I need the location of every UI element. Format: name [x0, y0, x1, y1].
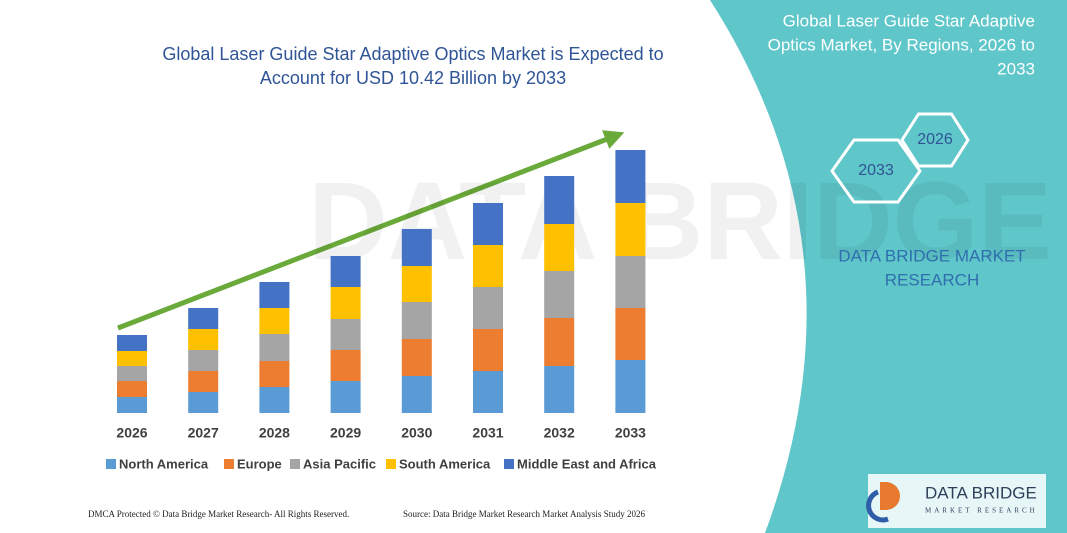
logo-icon — [866, 489, 889, 523]
legend-label: Europe — [237, 456, 282, 471]
panel-title: Optics Market, By Regions, 2026 to — [768, 35, 1035, 54]
bar-segment — [544, 224, 575, 271]
bar-segment — [188, 371, 219, 392]
panel-brand: RESEARCH — [885, 270, 979, 289]
logo-name: DATA BRIDGE — [925, 483, 1037, 502]
bar-segment — [117, 335, 147, 351]
x-tick-label: 2031 — [472, 425, 503, 441]
x-tick-label: 2033 — [615, 425, 646, 441]
legend-label: North America — [119, 456, 209, 471]
bar-segment — [259, 387, 290, 413]
bar-segment — [615, 150, 646, 203]
bar-segment — [259, 282, 290, 308]
bar-segment — [117, 351, 147, 366]
legend-swatch — [290, 459, 300, 469]
bar-segment — [401, 229, 432, 266]
side-panel — [710, 0, 1067, 533]
bar-segment — [330, 287, 361, 319]
bar-segment — [473, 329, 503, 371]
chart-title: Global Laser Guide Star Adaptive Optics … — [162, 44, 663, 64]
bar-segment — [473, 203, 503, 245]
bar-segment — [544, 318, 575, 366]
bar-segment — [330, 256, 361, 287]
bar-segment — [401, 376, 432, 413]
bar-segment — [401, 302, 432, 339]
panel-brand: DATA BRIDGE MARKET — [838, 246, 1025, 265]
bar-segment — [544, 176, 575, 224]
hexagon-label: 2026 — [917, 131, 953, 148]
bar-segment — [473, 287, 503, 329]
watermark: DATA BRIDGE — [308, 160, 1051, 283]
bar-segment — [117, 381, 147, 397]
bar-segment — [544, 271, 575, 318]
hexagon-label: 2033 — [858, 162, 894, 179]
bar-segment — [615, 308, 646, 360]
hexagon — [900, 112, 970, 168]
bar-segment — [117, 397, 147, 413]
bar-segment — [259, 361, 290, 387]
bar-segment — [188, 392, 219, 413]
bar-segment — [259, 308, 290, 334]
bar-segment — [473, 371, 503, 413]
logo-tagline: MARKET RESEARCH — [925, 507, 1038, 515]
bar-segment — [330, 319, 361, 350]
legend-label: South America — [399, 456, 491, 471]
bar-segment — [259, 334, 290, 361]
bar-segment — [188, 308, 219, 329]
bar-segment — [401, 266, 432, 302]
bar-segment — [188, 350, 219, 371]
x-tick-label: 2032 — [544, 425, 575, 441]
bar-segment — [615, 360, 646, 413]
x-tick-label: 2028 — [259, 425, 290, 441]
bar-segment — [401, 339, 432, 376]
legend-swatch — [224, 459, 234, 469]
bar-segment — [544, 366, 575, 413]
bar-segment — [117, 366, 147, 381]
x-tick-label: 2026 — [116, 425, 147, 441]
legend-label: Asia Pacific — [303, 456, 376, 471]
logo-icon — [880, 482, 900, 510]
panel-title: 2033 — [997, 59, 1035, 78]
footer-left: DMCA Protected © Data Bridge Market Rese… — [88, 509, 349, 519]
x-tick-label: 2029 — [330, 425, 361, 441]
x-tick-label: 2027 — [188, 425, 219, 441]
bar-segment — [615, 256, 646, 308]
bar-segment — [188, 329, 219, 350]
legend-swatch — [504, 459, 514, 469]
chart-title: Account for USD 10.42 Billion by 2033 — [260, 68, 566, 88]
bar-segment — [473, 245, 503, 287]
footer-right: Source: Data Bridge Market Research Mark… — [403, 509, 645, 519]
panel-title: Global Laser Guide Star Adaptive — [783, 11, 1035, 30]
growth-arrow — [117, 130, 625, 331]
hexagon — [830, 138, 922, 204]
legend-label: Middle East and Africa — [517, 456, 657, 471]
bar-segment — [330, 350, 361, 381]
x-tick-label: 2030 — [401, 425, 432, 441]
bar-segment — [330, 381, 361, 413]
legend-swatch — [106, 459, 116, 469]
bar-segment — [615, 203, 646, 256]
legend-swatch — [386, 459, 396, 469]
